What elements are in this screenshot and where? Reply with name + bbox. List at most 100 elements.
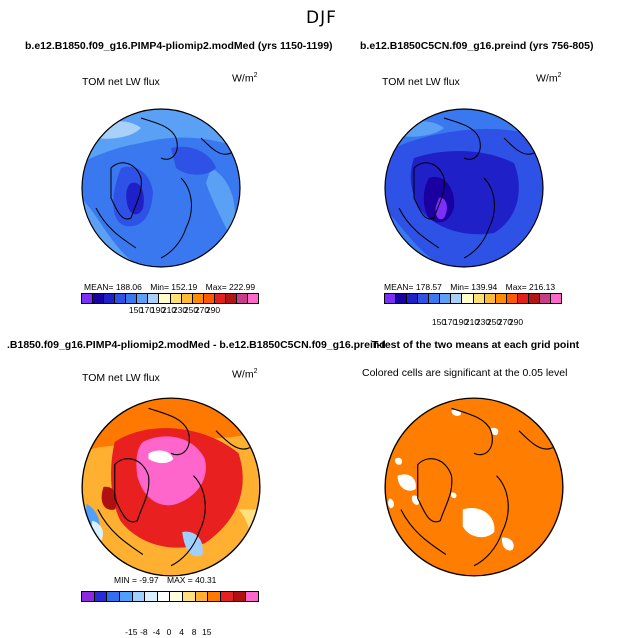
panel-title-difference: .B1850.f09_g16.PIMP4-pliomip2.modMed - b…: [7, 339, 386, 351]
mean-value: MEAN= 188.06: [84, 282, 142, 292]
colorbar-difference-swatch-0: [82, 592, 95, 601]
max-value: Max= 222.99: [205, 282, 256, 292]
panel-title-preind: b.e12.B1850C5CN.f09_g16.preind (yrs 756-…: [360, 40, 594, 52]
colorbar-pliomip-swatch-10: [192, 294, 204, 303]
colorbar-pliomip-tick-label: 250: [183, 305, 199, 315]
min-value: Min= 139.94: [450, 282, 498, 292]
stats-preind: MEAN= 178.57 Min= 139.94 Max= 216.13: [384, 282, 561, 292]
colorbar-preind-tick-label: 150: [431, 317, 447, 327]
max-value: Max= 216.13: [505, 282, 556, 292]
colorbar-preind-tick-label: 210: [464, 317, 480, 327]
colorbar-pliomip-swatch-11: [203, 294, 215, 303]
colorbar-preind-tick-label: 290: [508, 317, 524, 327]
colorbar-pliomip-tick-label: 230: [172, 305, 188, 315]
colorbar-preind-swatch-3: [418, 294, 430, 303]
colorbar-difference-swatch-12: [233, 592, 247, 601]
variable-label: TOM net LW flux: [82, 76, 160, 88]
colorbar-difference-swatch-7: [170, 592, 184, 601]
colorbar-difference-tick-label: 15: [201, 627, 212, 637]
colorbar-preind: [384, 293, 562, 304]
colorbar-pliomip-tick-label: 270: [194, 305, 210, 315]
polar-map-difference: [81, 397, 261, 577]
colorbar-preind-swatch-15: [550, 294, 561, 303]
colorbar-pliomip-swatch-0: [82, 294, 94, 303]
colorbar-pliomip-swatch-2: [104, 294, 116, 303]
colorbar-difference-swatch-13: [246, 592, 258, 601]
colorbar-pliomip-swatch-1: [93, 294, 105, 303]
colorbar-pliomip-tick-label: 150: [128, 305, 144, 315]
colorbar-difference-tick-label: 0: [166, 627, 172, 637]
colorbar-difference-tick-label: -8: [140, 627, 148, 637]
colorbar-preind-swatch-6: [451, 294, 463, 303]
colorbar-pliomip-swatch-5: [137, 294, 149, 303]
colorbar-preind-tick-label: 170: [442, 317, 458, 327]
colorbar-preind-swatch-1: [396, 294, 408, 303]
colorbar-difference-swatch-10: [208, 592, 222, 601]
colorbar-preind-swatch-12: [517, 294, 529, 303]
polar-map-ttest: [384, 397, 564, 577]
colorbar-difference-swatch-1: [94, 592, 108, 601]
colorbar-difference-swatch-9: [195, 592, 209, 601]
colorbar-pliomip-swatch-9: [181, 294, 193, 303]
colorbar-preind-swatch-14: [539, 294, 551, 303]
colorbar-preind-swatch-9: [484, 294, 496, 303]
colorbar-preind-swatch-5: [440, 294, 452, 303]
colorbar-preind-swatch-10: [495, 294, 507, 303]
min-value: Min= 152.19: [150, 282, 198, 292]
variable-label: TOM net LW flux: [382, 76, 460, 88]
colorbar-pliomip-swatch-8: [170, 294, 182, 303]
colorbar-pliomip-tick-label: 210: [161, 305, 177, 315]
colorbar-difference-swatch-5: [145, 592, 158, 601]
stats-pliomip: MEAN= 188.06 Min= 152.19 Max= 222.99: [84, 282, 261, 292]
colorbar-difference: [81, 591, 259, 602]
colorbar-preind-swatch-2: [407, 294, 419, 303]
min-value: MIN = -9.97: [114, 575, 159, 585]
colorbar-preind-swatch-13: [528, 294, 540, 303]
colorbar-difference-tick-label: 8: [191, 627, 197, 637]
colorbar-preind-tick-label: 190: [453, 317, 469, 327]
colorbar-pliomip-swatch-12: [214, 294, 226, 303]
colorbar-pliomip: [81, 293, 259, 304]
colorbar-difference-swatch-2: [107, 592, 120, 601]
panel-title-pliomip: b.e12.B1850.f09_g16.PIMP4-pliomip2.modMe…: [25, 40, 333, 52]
max-value: MAX = 40.31: [167, 575, 217, 585]
colorbar-ticks-pliomip: 150 170 190 210 230 250 270 290: [81, 304, 257, 316]
units-label: W/m2: [232, 368, 258, 381]
colorbar-pliomip-swatch-3: [115, 294, 127, 303]
colorbar-pliomip-tick-label: 290: [205, 305, 221, 315]
stats-difference: MIN = -9.97 MAX = 40.31: [114, 575, 222, 585]
colorbar-pliomip-swatch-6: [148, 294, 160, 303]
units-label: W/m2: [232, 72, 258, 85]
panel-title-ttest: T-test of the two means at each grid poi…: [372, 339, 580, 351]
polar-map-preind: [384, 108, 544, 268]
colorbar-preind-swatch-4: [429, 294, 441, 303]
colorbar-preind-swatch-7: [462, 294, 474, 303]
colorbar-difference-swatch-3: [119, 592, 133, 601]
colorbar-difference-tick-label: -15: [125, 627, 138, 637]
polar-map-pliomip: [81, 108, 241, 268]
colorbar-preind-swatch-0: [385, 294, 397, 303]
colorbar-pliomip-swatch-14: [236, 294, 248, 303]
mean-value: MEAN= 178.57: [384, 282, 442, 292]
page-title: DJF: [306, 8, 337, 28]
colorbar-preind-tick-label: 230: [475, 317, 491, 327]
units-label: W/m2: [536, 72, 562, 85]
colorbar-difference-tick-label: -4: [152, 627, 161, 637]
colorbar-preind-tick-label: 250: [486, 317, 502, 327]
colorbar-difference-swatch-4: [132, 592, 146, 601]
colorbar-difference-tick-label: 4: [179, 627, 184, 637]
colorbar-pliomip-swatch-4: [126, 294, 138, 303]
colorbar-ticks-preind: 150 170 190 210 230 250 270 290: [384, 316, 560, 328]
colorbar-pliomip-swatch-7: [159, 294, 171, 303]
colorbar-pliomip-swatch-15: [247, 294, 258, 303]
colorbar-preind-swatch-11: [506, 294, 518, 303]
colorbar-ticks-difference: -15 -8 -4 0 4 8 15: [81, 626, 257, 638]
colorbar-preind-tick-label: 270: [497, 317, 513, 327]
variable-label: TOM net LW flux: [82, 372, 160, 384]
colorbar-difference-swatch-11: [221, 592, 234, 601]
colorbar-pliomip-tick-label: 170: [139, 305, 155, 315]
ttest-subtitle: Colored cells are significant at the 0.0…: [362, 367, 568, 379]
colorbar-pliomip-swatch-13: [225, 294, 237, 303]
colorbar-preind-swatch-8: [473, 294, 485, 303]
colorbar-pliomip-tick-label: 190: [150, 305, 166, 315]
